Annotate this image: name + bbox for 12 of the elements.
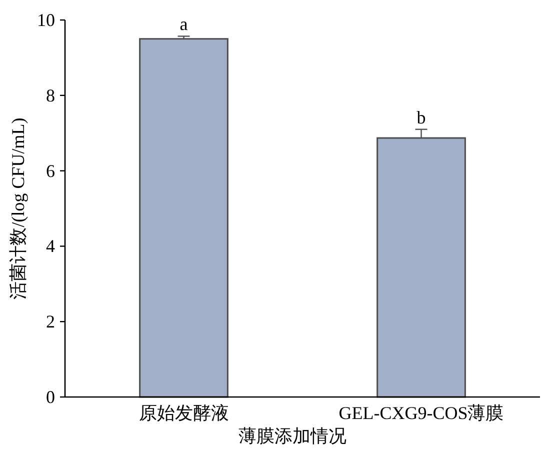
y-tick-label: 10 xyxy=(37,10,55,30)
x-axis-title: 薄膜添加情况 xyxy=(238,426,346,446)
x-tick-label: 原始发酵液 xyxy=(138,403,229,423)
y-tick-label: 0 xyxy=(46,387,55,407)
x-tick-label: GEL-CXG9-COS薄膜 xyxy=(338,403,504,423)
annotation: b xyxy=(416,107,426,128)
y-tick-label: 2 xyxy=(46,312,55,332)
y-axis-title: 活菌计数/(log CFU/mL) xyxy=(8,118,28,300)
annotation: a xyxy=(180,14,188,34)
y-tick-label: 4 xyxy=(46,236,55,256)
y-tick-label: 6 xyxy=(46,160,55,181)
y-tick-label: 8 xyxy=(46,85,55,106)
